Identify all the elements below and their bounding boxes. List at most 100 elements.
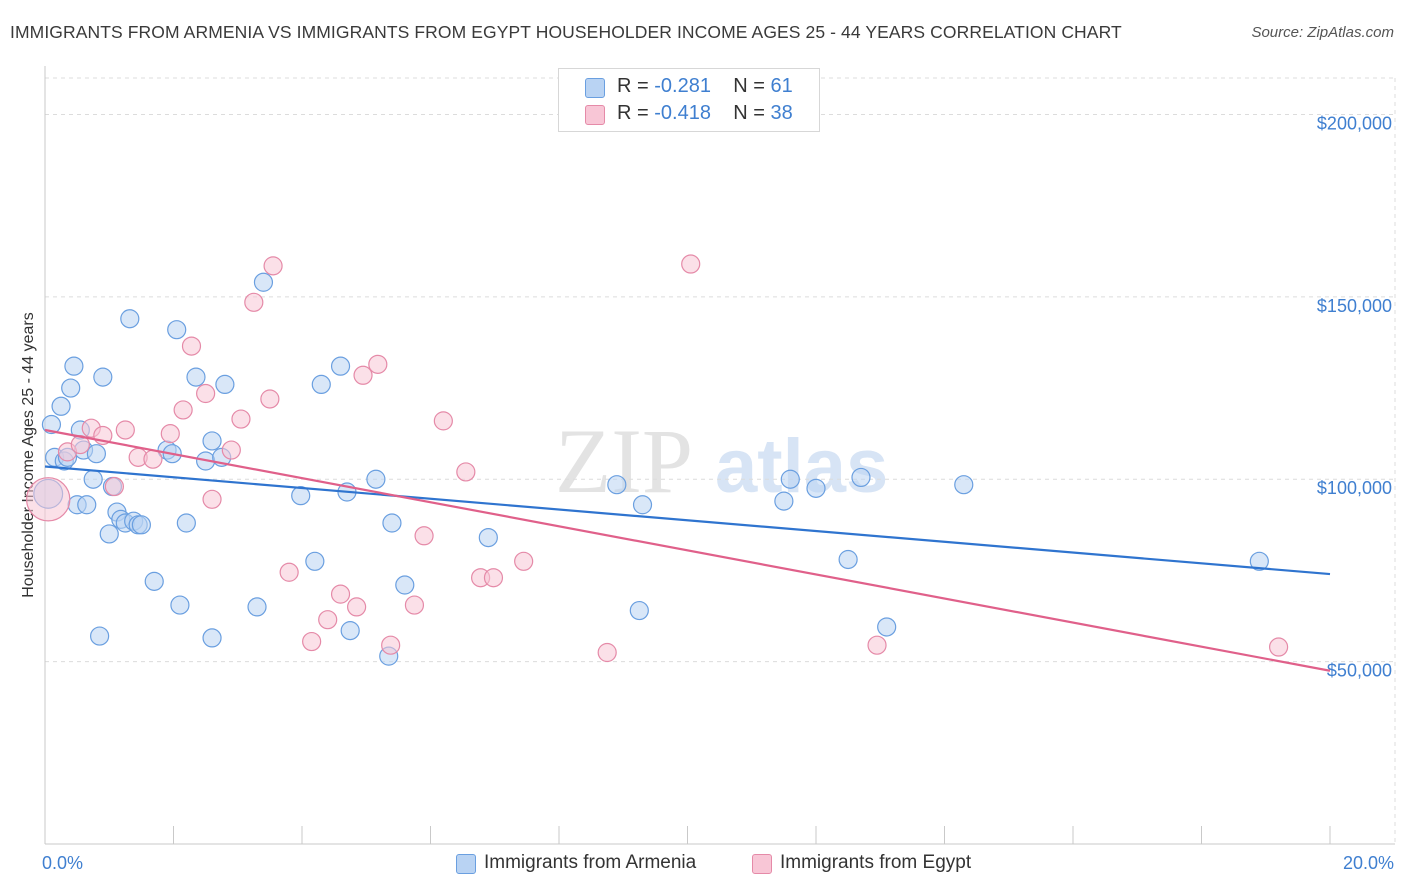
y-tick-label-1: $100,000	[1317, 478, 1392, 498]
bottom-legend-label-armenia: Immigrants from Armenia	[484, 852, 697, 873]
point-armenia-55	[806, 478, 826, 498]
point-armenia-59	[954, 475, 974, 495]
point-egypt-17	[260, 389, 280, 409]
watermark-zip: ZIP	[555, 410, 693, 512]
point-egypt-34	[597, 642, 617, 663]
source-label: Source: ZipAtlas.com	[1251, 24, 1394, 41]
point-egypt-11	[181, 336, 202, 356]
trend-line-armenia	[44, 465, 1331, 576]
point-armenia-53	[774, 491, 794, 511]
point-egypt-25	[368, 354, 388, 374]
y-axis-label: Householder Income Ages 25 - 44 years	[20, 312, 37, 598]
point-egypt-8	[143, 449, 163, 469]
y-tick-label-2: $150,000	[1317, 296, 1392, 316]
point-egypt-21	[318, 610, 338, 630]
legend-swatch-egypt	[585, 105, 605, 125]
y-tick-label-3: $200,000	[1317, 113, 1392, 133]
point-armenia-33	[202, 431, 222, 451]
point-armenia-52	[632, 495, 653, 515]
point-armenia-40	[305, 551, 325, 571]
point-egypt-27	[404, 595, 425, 615]
point-armenia-7	[64, 356, 84, 376]
point-armenia-28	[167, 320, 187, 340]
point-egypt-14	[221, 440, 241, 460]
legend-n-label: N =	[733, 75, 765, 97]
point-egypt-32	[483, 568, 504, 588]
point-egypt-5	[104, 476, 124, 497]
point-egypt-13	[202, 489, 222, 509]
y-tick-labels: $50,000 $100,000 $150,000 $200,000	[1317, 113, 1392, 680]
point-armenia-45	[366, 469, 386, 489]
point-armenia-12	[83, 469, 103, 489]
point-armenia-34	[202, 628, 222, 648]
legend-swatch-armenia	[585, 78, 605, 98]
x-tick-labels: 0.0% 20.0%	[42, 853, 1394, 873]
point-armenia-31	[186, 367, 206, 387]
trend-line-egypt	[44, 428, 1331, 672]
point-armenia-11	[77, 495, 97, 515]
point-armenia-57	[851, 467, 871, 488]
point-egypt-18	[263, 256, 283, 276]
point-armenia-51	[629, 600, 649, 621]
y-tick-label-0: $50,000	[1327, 661, 1392, 681]
legend-n-label: N =	[733, 102, 765, 124]
point-armenia-36	[215, 374, 235, 394]
point-armenia-1	[41, 414, 62, 435]
point-egypt-36	[867, 635, 887, 655]
point-armenia-41	[311, 374, 331, 394]
watermark: ZIP atlas	[555, 410, 888, 512]
point-egypt-35	[681, 254, 701, 274]
point-armenia-56	[838, 549, 858, 570]
point-armenia-25	[144, 571, 164, 591]
point-egypt-33	[514, 551, 534, 571]
point-egypt-6	[115, 420, 135, 440]
axes	[44, 66, 1395, 845]
point-egypt-30	[456, 462, 476, 482]
x-tick-label-0: 0.0%	[42, 853, 83, 873]
bottom-legend-swatch-armenia	[456, 854, 476, 874]
series-egypt-points	[26, 254, 1289, 663]
point-armenia-37	[247, 597, 267, 617]
point-armenia-42	[330, 356, 351, 376]
bottom-legend-label-egypt: Immigrants from Egypt	[780, 852, 972, 873]
legend-r-value-armenia: -0.281	[654, 75, 711, 97]
point-armenia-6	[61, 378, 81, 398]
point-armenia-50	[607, 475, 627, 495]
point-armenia-13	[86, 444, 107, 464]
point-armenia-24	[131, 515, 151, 535]
point-armenia-58	[877, 617, 897, 637]
legend-n-value-armenia: 61	[770, 75, 793, 97]
point-egypt-15	[231, 409, 251, 429]
point-egypt-16	[244, 292, 264, 312]
point-egypt-28	[414, 526, 434, 546]
point-armenia-16	[99, 524, 119, 544]
legend-r-value-egypt: -0.418	[654, 102, 711, 124]
point-armenia-49	[478, 527, 498, 548]
legend-r-label: R =	[617, 75, 649, 97]
series-armenia-points	[33, 272, 1269, 666]
correlation-legend: R = -0.281 N = 61 R = -0.418 N = 38	[558, 68, 820, 132]
point-armenia-14	[90, 626, 110, 646]
point-armenia-30	[176, 513, 196, 533]
point-egypt-9	[160, 424, 180, 444]
point-egypt-10	[173, 400, 193, 420]
point-egypt-29	[433, 411, 453, 431]
point-armenia-44	[340, 621, 360, 641]
point-egypt-26	[381, 635, 401, 655]
point-armenia-48	[395, 575, 415, 595]
point-egypt-22	[330, 584, 351, 604]
point-armenia-54	[780, 469, 800, 489]
point-egypt-20	[302, 631, 322, 652]
point-egypt-19	[279, 562, 299, 582]
trend-lines	[44, 428, 1331, 672]
point-egypt-24	[353, 365, 373, 385]
point-armenia-60	[1249, 551, 1269, 571]
point-armenia-47	[382, 513, 402, 533]
point-egypt-12	[196, 383, 216, 404]
point-egypt-0	[26, 477, 71, 522]
watermark-atlas: atlas	[715, 424, 888, 509]
point-armenia-3	[51, 396, 71, 416]
point-egypt-37	[1268, 637, 1289, 657]
point-armenia-29	[170, 595, 190, 615]
